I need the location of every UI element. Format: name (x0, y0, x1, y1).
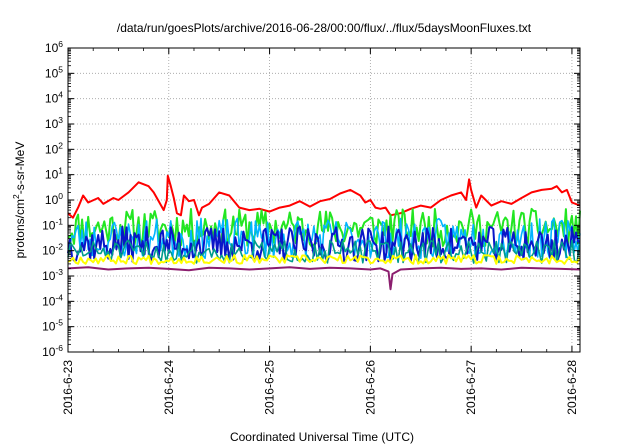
y-tick-exponent: -5 (55, 318, 63, 328)
y-tick-base: 10 (42, 345, 56, 359)
y-tick-exponent: -4 (55, 292, 63, 302)
y-tick-exponent: -1 (55, 216, 63, 226)
y-tick-base: 10 (45, 117, 59, 131)
y-tick-exponent: -3 (55, 267, 63, 277)
y-tick-base: 10 (45, 66, 59, 80)
y-tick-exponent: 4 (58, 90, 63, 100)
y-tick-exponent: 1 (58, 166, 63, 176)
y-tick-base: 10 (45, 41, 59, 55)
y-tick-exponent: 2 (58, 140, 63, 150)
y-tick-label: 10-1 (42, 216, 63, 232)
series-line-1 (67, 174, 581, 219)
y-tick-label: 102 (45, 140, 63, 156)
y-tick-label: 100 (45, 191, 63, 207)
y-tick-label: 10-4 (42, 292, 63, 308)
x-tick-label: 2016-6-23 (61, 360, 75, 415)
x-tick-label: 2016-6-27 (464, 360, 478, 415)
x-tick-label: 2016-6-25 (263, 360, 277, 415)
y-tick-label: 10-6 (42, 343, 63, 359)
y-tick-label: 106 (45, 39, 63, 55)
y-tick-base: 10 (42, 218, 56, 232)
x-tick-label: 2016-6-26 (363, 360, 377, 415)
y-tick-base: 10 (45, 168, 59, 182)
y-tick-label: 10-3 (42, 267, 63, 283)
y-tick-labels: 10-610-510-410-310-210-11001011021031041… (42, 39, 63, 359)
y-tick-base: 10 (42, 244, 56, 258)
y-tick-exponent: 6 (58, 39, 63, 49)
x-axis-label: Coordinated Universal Time (UTC) (230, 430, 414, 444)
y-tick-label: 10-2 (42, 242, 63, 258)
y-tick-base: 10 (45, 193, 59, 207)
x-tick-label: 2016-6-28 (565, 360, 579, 415)
y-axis-label: protons/cm2-s-sr-MeV (11, 142, 27, 259)
y-axis-label-rest: -s-sr-MeV (13, 142, 27, 195)
chart-title: /data/run/goesPlots/archive/2016-06-28/0… (117, 21, 532, 35)
axis-ticks (67, 47, 580, 353)
series-line-7 (67, 266, 581, 291)
y-tick-base: 10 (45, 92, 59, 106)
y-tick-base: 10 (45, 142, 59, 156)
y-tick-base: 10 (42, 294, 56, 308)
y-tick-base: 10 (42, 320, 56, 334)
x-tick-labels: 2016-6-23 2016-6-24 2016-6-25 2016-6-26 2016… (61, 360, 579, 415)
y-tick-label: 104 (45, 90, 63, 106)
series-layer (67, 174, 581, 291)
y-tick-exponent: -2 (55, 242, 63, 252)
series-line-6 (67, 254, 581, 265)
y-axis-label-sup: 2 (11, 194, 21, 199)
y-tick-label: 10-5 (42, 318, 63, 334)
y-axis-label-base: protons/cm (13, 199, 27, 258)
series-line-5 (67, 239, 581, 264)
y-tick-label: 105 (45, 64, 63, 80)
y-tick-base: 10 (42, 269, 56, 283)
y-tick-exponent: 5 (58, 64, 63, 74)
y-tick-exponent: 3 (58, 115, 63, 125)
x-tick-label: 2016-6-24 (162, 360, 176, 415)
y-tick-label: 101 (45, 166, 63, 182)
y-tick-label: 103 (45, 115, 63, 131)
y-tick-exponent: 0 (58, 191, 63, 201)
y-tick-exponent: -6 (55, 343, 63, 353)
